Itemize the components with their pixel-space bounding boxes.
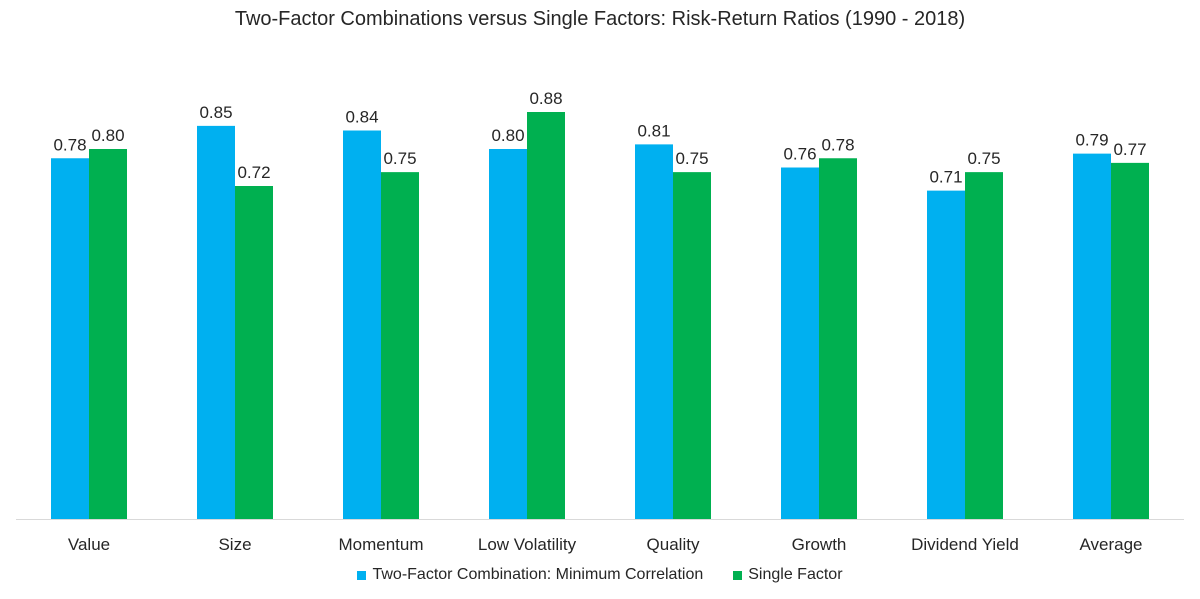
bar-low-volatility-series-2 bbox=[527, 112, 565, 519]
bar-dividend-yield-series-1 bbox=[927, 190, 965, 519]
x-tick-label-dividend-yield: Dividend Yield bbox=[911, 535, 1019, 554]
data-label-size-series-2: 0.72 bbox=[237, 163, 270, 182]
bar-size-series-1 bbox=[197, 125, 235, 519]
bar-momentum-series-1 bbox=[343, 130, 381, 519]
data-label-low-volatility-series-2: 0.88 bbox=[529, 89, 562, 108]
bar-quality-series-1 bbox=[635, 144, 673, 519]
x-tick-label-growth: Growth bbox=[792, 535, 847, 554]
x-tick-label-momentum: Momentum bbox=[338, 535, 423, 554]
legend-item-single-factor: Single Factor bbox=[733, 566, 843, 584]
chart-legend: Two-Factor Combination: Minimum Correlat… bbox=[0, 566, 1200, 584]
x-tick-label-quality: Quality bbox=[647, 535, 700, 554]
chart-title: Two-Factor Combinations versus Single Fa… bbox=[234, 8, 966, 30]
bar-size-series-2 bbox=[235, 186, 273, 519]
bar-average-series-1 bbox=[1073, 153, 1111, 519]
bar-low-volatility-series-1 bbox=[489, 149, 527, 519]
data-label-average-series-2: 0.77 bbox=[1113, 140, 1146, 159]
x-tick-label-size: Size bbox=[218, 535, 251, 554]
data-label-momentum-series-1: 0.84 bbox=[345, 108, 378, 127]
legend-swatch-single-factor bbox=[733, 570, 743, 580]
legend-label-single-factor: Single Factor bbox=[748, 566, 843, 583]
data-label-quality-series-2: 0.75 bbox=[675, 149, 708, 168]
legend-label-two-factor: Two-Factor Combination: Minimum Correlat… bbox=[372, 566, 704, 583]
data-label-dividend-yield-series-2: 0.75 bbox=[967, 149, 1000, 168]
data-label-low-volatility-series-1: 0.80 bbox=[491, 126, 524, 145]
bar-growth-series-2 bbox=[819, 158, 857, 519]
data-label-dividend-yield-series-1: 0.71 bbox=[929, 168, 962, 187]
x-tick-label-value: Value bbox=[68, 535, 110, 554]
bar-average-series-2 bbox=[1111, 162, 1149, 519]
legend-swatch-two-factor bbox=[357, 570, 367, 580]
x-tick-label-average: Average bbox=[1079, 535, 1142, 554]
bar-quality-series-2 bbox=[673, 172, 711, 519]
x-tick-label-low-volatility: Low Volatility bbox=[478, 535, 577, 554]
bar-dividend-yield-series-2 bbox=[965, 172, 1003, 519]
data-label-growth-series-1: 0.76 bbox=[783, 145, 816, 164]
data-label-value-series-1: 0.78 bbox=[53, 135, 86, 154]
legend-item-two-factor: Two-Factor Combination: Minimum Correlat… bbox=[357, 566, 703, 584]
bar-value-series-1 bbox=[51, 158, 89, 519]
bar-momentum-series-2 bbox=[381, 172, 419, 519]
data-label-momentum-series-2: 0.75 bbox=[383, 149, 416, 168]
data-label-quality-series-1: 0.81 bbox=[637, 121, 670, 140]
data-label-average-series-1: 0.79 bbox=[1075, 131, 1108, 150]
data-label-size-series-1: 0.85 bbox=[199, 103, 232, 122]
bar-value-series-2 bbox=[89, 149, 127, 519]
data-label-growth-series-2: 0.78 bbox=[821, 135, 854, 154]
bar-growth-series-1 bbox=[781, 167, 819, 519]
data-label-value-series-2: 0.80 bbox=[91, 126, 124, 145]
